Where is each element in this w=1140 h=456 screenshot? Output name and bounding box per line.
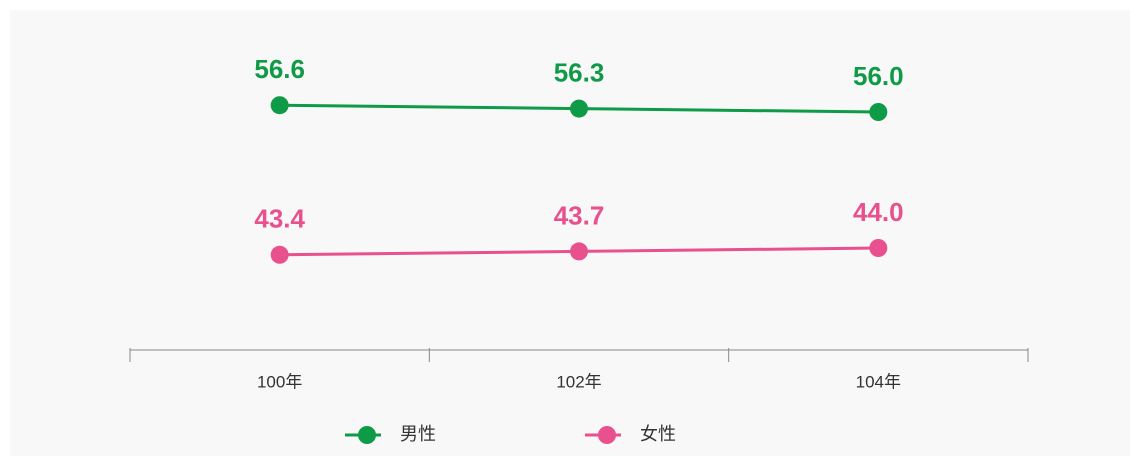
data-label: 44.0 [853,197,904,227]
data-point [869,103,888,121]
x-tick-label: 100年 [257,372,302,391]
legend-label: 女性 [640,424,676,444]
x-tick-label: 104年 [856,372,901,391]
legend-marker [598,426,616,444]
data-label: 43.7 [554,200,605,230]
data-label: 56.0 [853,61,904,91]
data-point [869,239,888,257]
data-point [270,96,289,115]
data-label: 56.3 [554,57,605,87]
data-label: 43.4 [254,204,305,234]
legend-label: 男性 [400,424,436,444]
data-point [570,99,588,118]
data-label: 56.6 [254,54,305,84]
data-point [570,242,588,261]
x-tick-label: 102年 [556,372,601,391]
legend-marker [358,426,376,444]
data-point [270,245,289,264]
chart-background [10,10,1130,456]
